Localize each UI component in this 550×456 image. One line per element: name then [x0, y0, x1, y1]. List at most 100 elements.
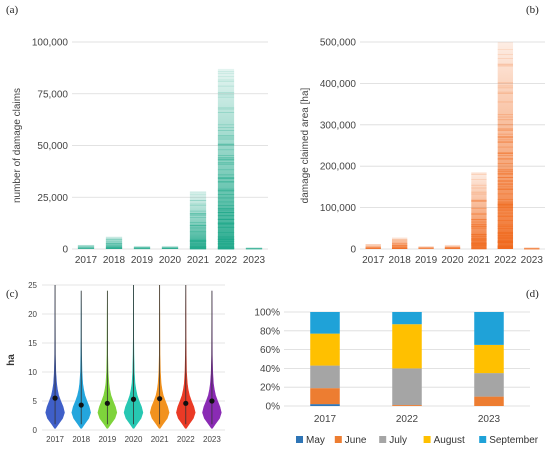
bar: [524, 247, 540, 249]
x-tick-label: 2020: [159, 255, 182, 266]
chart-c: (c) 0 5 10 15 20 25 ha 2017 2018 2019 2020 2021 2022 2…: [6, 281, 225, 444]
legend-label: May: [306, 435, 325, 446]
bar: [245, 247, 263, 249]
x-tick-label: 2021: [468, 255, 491, 266]
bar: [444, 244, 461, 249]
stacked-bar-segment: [392, 405, 422, 406]
y-tick-label: 100%: [254, 308, 280, 319]
stacked-bar-segment: [310, 404, 340, 406]
x-tick-label: 2023: [521, 255, 544, 266]
bar: [133, 245, 151, 249]
bar: [77, 244, 95, 249]
y-tick-label: 80%: [260, 326, 280, 337]
y-tick-label: 0%: [266, 402, 281, 413]
mean-point: [157, 396, 163, 402]
bar: [391, 237, 408, 249]
panel-label: (b): [526, 4, 539, 16]
mean-point: [209, 398, 215, 404]
bar: [365, 244, 381, 249]
stacked-bar-segment: [474, 373, 504, 397]
bar: [418, 246, 434, 249]
x-tick-label: 2022: [396, 414, 419, 425]
x-tick-label: 2023: [478, 414, 501, 425]
stacked-bar-segment: [392, 324, 422, 369]
y-tick-label: 25,000: [37, 193, 68, 204]
stacked-bar-segment: [310, 333, 340, 366]
stacked-bar-segment: [310, 365, 340, 389]
panel-label: (c): [6, 288, 19, 300]
legend-label: July: [389, 435, 407, 446]
legend-swatch: [379, 436, 387, 443]
y-tick-label: 50,000: [37, 141, 68, 152]
mean-point: [183, 400, 189, 406]
legend-label: August: [434, 435, 465, 446]
bar: [189, 191, 207, 249]
bar: [471, 172, 487, 249]
y-tick-label: 10: [28, 368, 37, 377]
x-tick-label: 2017: [75, 255, 98, 266]
x-tick-label: 2022: [177, 435, 195, 444]
y-axis-title: ha: [6, 354, 17, 366]
y-tick-label: 60%: [260, 345, 280, 356]
y-tick-label: 20%: [260, 383, 280, 394]
x-tick-label: 2019: [415, 255, 438, 266]
x-tick-label: 2023: [243, 255, 266, 266]
y-tick-label: 500,000: [320, 38, 357, 49]
panel-label: (a): [6, 4, 19, 16]
mean-point: [78, 402, 84, 408]
x-tick-label: 2020: [441, 255, 464, 266]
stacked-bar-segment: [310, 388, 340, 405]
stacked-bar-segment: [474, 344, 504, 374]
stacked-bar-segment: [392, 368, 422, 406]
y-axis-title: damage claimed area [ha]: [300, 87, 311, 203]
legend-swatch: [334, 436, 342, 443]
y-tick-label: 200,000: [320, 162, 357, 173]
y-tick-label: 40%: [260, 364, 280, 375]
legend-swatch: [479, 436, 487, 443]
bar: [497, 42, 514, 249]
y-tick-label: 15: [28, 339, 37, 348]
chart-a: (a) 0 25,000 50,000 75,000 100,000 2017 2018 201…: [6, 4, 268, 266]
chart-b: (b) 0 100,000 200,000 300,000 400,000 500,000 2…: [300, 4, 545, 266]
bar: [161, 245, 179, 249]
legend-swatch: [423, 436, 431, 443]
y-tick-label: 20: [28, 310, 37, 319]
y-tick-label: 100,000: [32, 38, 69, 49]
bar: [105, 236, 123, 249]
x-tick-label: 2022: [494, 255, 517, 266]
stacked-bar-segment: [474, 396, 504, 406]
legend-label: September: [489, 435, 539, 446]
y-tick-label: 100,000: [320, 203, 357, 214]
x-tick-label: 2018: [389, 255, 412, 266]
y-tick-label: 0: [62, 245, 68, 256]
mean-point: [52, 395, 58, 401]
x-tick-label: 2017: [46, 435, 64, 444]
y-tick-label: 75,000: [37, 89, 68, 100]
x-tick-label: 2021: [187, 255, 210, 266]
y-tick-label: 0: [33, 426, 38, 435]
legend-label: June: [345, 435, 367, 446]
y-tick-label: 25: [28, 281, 37, 290]
y-tick-label: 0: [350, 245, 356, 256]
x-tick-label: 2023: [203, 435, 221, 444]
x-tick-label: 2017: [362, 255, 385, 266]
stacked-bar-segment: [474, 312, 504, 345]
x-tick-label: 2021: [151, 435, 169, 444]
x-tick-label: 2019: [98, 435, 116, 444]
stacked-bar-segment: [310, 312, 340, 334]
x-tick-label: 2018: [72, 435, 90, 444]
x-tick-label: 2018: [103, 255, 126, 266]
y-tick-label: 300,000: [320, 120, 357, 131]
mean-point: [104, 400, 110, 406]
bar: [217, 68, 235, 249]
x-tick-label: 2019: [131, 255, 154, 266]
y-axis-title: number of damage claims: [12, 88, 23, 203]
y-tick-label: 400,000: [320, 79, 357, 90]
x-tick-label: 2020: [125, 435, 143, 444]
stacked-bar-segment: [392, 312, 422, 325]
x-tick-label: 2022: [215, 255, 238, 266]
x-tick-label: 2017: [314, 414, 337, 425]
chart-d: (d) 0% 20% 40% 60% 80% 100% 2017 2022 2023 May June…: [254, 288, 539, 446]
mean-point: [130, 396, 137, 402]
